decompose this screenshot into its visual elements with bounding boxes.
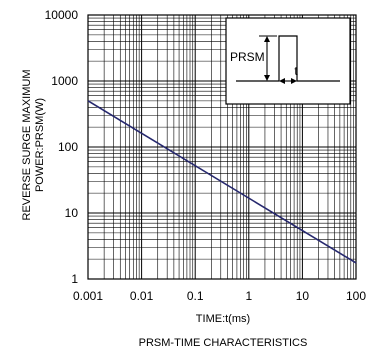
inset-prsm-arrowhead-up bbox=[264, 36, 270, 42]
x-axis-title: TIME:t(ms) bbox=[196, 313, 250, 325]
x-tick-label: 0.001 bbox=[73, 289, 103, 303]
inset-t-label: t bbox=[294, 64, 298, 78]
pulse-inset: PRSM t bbox=[225, 17, 351, 105]
plot-frame bbox=[87, 14, 357, 280]
tick-labels: 0.001 0.01 0.1 1 10 100 1 10 100 1000 10000 bbox=[45, 8, 367, 303]
y-axis-title-line-1: REVERSE SURGE MAXIMUM bbox=[21, 70, 33, 221]
y-tick-label: 1000 bbox=[51, 74, 78, 88]
x-tick-label: 10 bbox=[296, 289, 310, 303]
inset-t-arrowhead-left bbox=[279, 78, 285, 84]
inset-t-arrowhead-right bbox=[291, 78, 297, 84]
series-group bbox=[87, 100, 357, 264]
x-tick-label: 100 bbox=[346, 289, 366, 303]
inset-frame bbox=[225, 17, 351, 105]
y-tick-label: 1 bbox=[71, 272, 78, 286]
chart-caption: PRSM-TIME CHARACTERISTICS bbox=[139, 337, 308, 349]
x-tick-label: 0.1 bbox=[187, 289, 204, 303]
y-axis-title: REVERSE SURGE MAXIMUM POWER:PRSM(W) bbox=[21, 70, 46, 221]
chart-grid bbox=[87, 15, 356, 280]
inset-pulse-line bbox=[236, 35, 340, 82]
inset-prsm-arrowhead-down bbox=[264, 75, 270, 81]
x-tick-label: 1 bbox=[245, 289, 252, 303]
x-tick-label: 0.01 bbox=[130, 289, 154, 303]
y-tick-label: 10000 bbox=[45, 8, 79, 22]
y-axis-title-line-2: POWER:PRSM(W) bbox=[34, 98, 46, 192]
series-line bbox=[87, 100, 357, 264]
y-tick-label: 100 bbox=[58, 140, 78, 154]
inset-prsm-label: PRSM bbox=[230, 50, 265, 64]
y-tick-label: 10 bbox=[65, 206, 79, 220]
